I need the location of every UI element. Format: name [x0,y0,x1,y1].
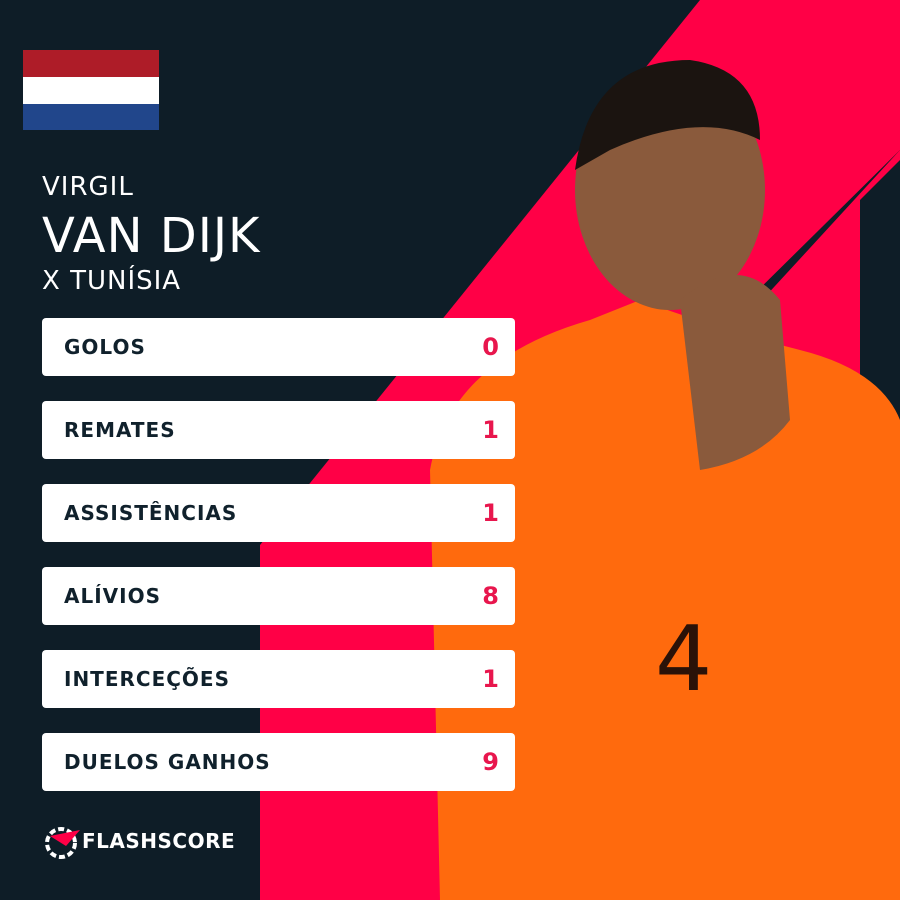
logo [45,827,80,859]
player-hair [575,60,760,170]
stat-row: GOLOS 0 [42,318,515,376]
stat-row: REMATES 1 [42,401,515,459]
stat-row: DUELOS GANHOS 9 [42,733,515,791]
first-name: VIRGIL [42,172,134,202]
player-hands [680,275,790,470]
flag-blue [23,104,159,130]
stat-row: INTERCEÇÕES 1 [42,650,515,708]
last-name: VAN DIJK [42,208,261,264]
flag-red [23,50,159,77]
stat-label: REMATES [64,418,176,442]
stat-label: ASSISTÊNCIAS [64,501,238,525]
stat-row: ALÍVIOS 8 [42,567,515,625]
stat-value: 1 [482,416,499,444]
stat-value: 1 [482,499,499,527]
stat-label: GOLOS [64,335,146,359]
opponent: X TUNÍSIA [42,266,182,296]
stat-row: ASSISTÊNCIAS 1 [42,484,515,542]
stat-label: INTERCEÇÕES [64,667,230,691]
brand: FLASHSCORE [82,829,236,853]
shirt-number: 4 [655,607,712,712]
stat-label: DUELOS GANHOS [64,750,271,774]
stat-value: 1 [482,665,499,693]
stat-label: ALÍVIOS [64,584,161,608]
stat-value: 9 [482,748,499,776]
stat-value: 8 [482,582,499,610]
player-shirt [430,300,900,900]
stat-value: 0 [482,333,499,361]
flag-white [23,77,159,104]
